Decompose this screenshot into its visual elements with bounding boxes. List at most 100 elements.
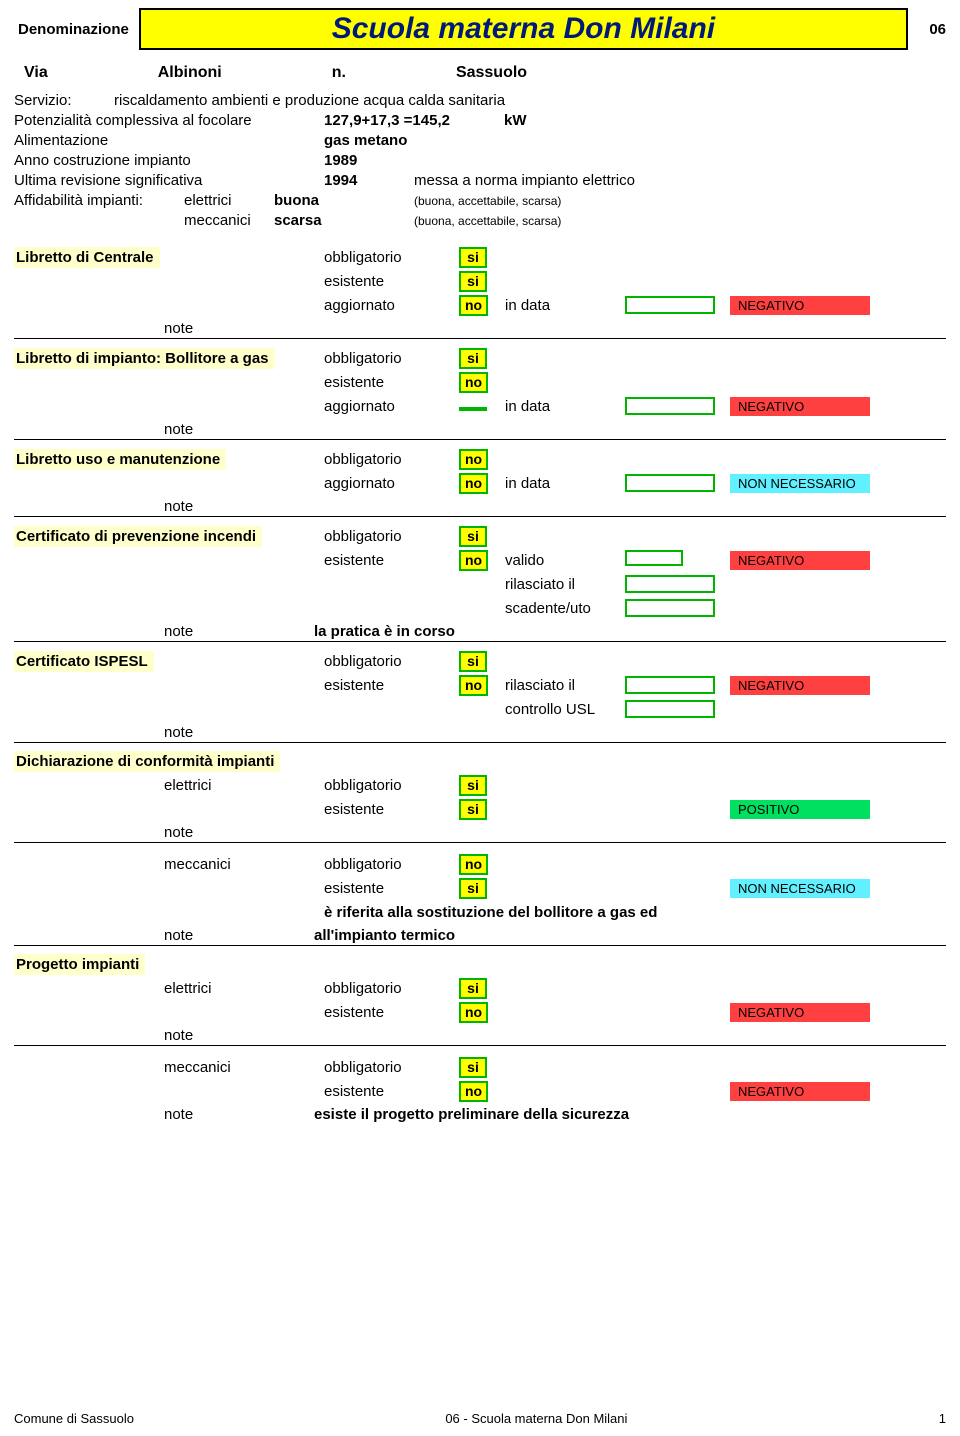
lc-aggiornato: no bbox=[459, 295, 488, 316]
isp-esistente: no bbox=[459, 675, 488, 696]
alimentazione-label: Alimentazione bbox=[14, 132, 324, 149]
dc-mc-esist: si bbox=[459, 878, 487, 899]
cpi-box-2 bbox=[625, 575, 715, 593]
affidabilita-meccanici-label: meccanici bbox=[184, 212, 274, 229]
lb-date-box bbox=[625, 397, 715, 415]
anno-value: 1989 bbox=[324, 152, 504, 169]
label-obbligatorio: obbligatorio bbox=[324, 249, 459, 266]
dc-title: Dichiarazione di conformità impianti bbox=[14, 751, 280, 772]
section-libretto-bollitore: Libretto di impianto: Bollitore a gas ob… bbox=[14, 347, 946, 440]
lu-aggiornato: no bbox=[459, 473, 488, 494]
dc-el-esist: si bbox=[459, 799, 487, 820]
cpi-esistente: no bbox=[459, 550, 488, 571]
lb-status: NEGATIVO bbox=[730, 397, 870, 416]
section-ispesl: Certificato ISPESL obbligatorio si esist… bbox=[14, 650, 946, 743]
affidabilita-elettrici-value: buona bbox=[274, 192, 414, 209]
via-value: Albinoni bbox=[158, 64, 222, 82]
label-in-data: in data bbox=[505, 297, 625, 314]
lu-note bbox=[314, 498, 946, 515]
isp-status: NEGATIVO bbox=[730, 676, 870, 695]
cpi-box-3 bbox=[625, 599, 715, 617]
section-dich-conf: Dichiarazione di conformità impianti ele… bbox=[14, 751, 946, 946]
lu-obbligatorio: no bbox=[459, 449, 488, 470]
label-esistente: esistente bbox=[324, 273, 459, 290]
cpi-obbligatorio: si bbox=[459, 526, 487, 547]
isp-obbligatorio: si bbox=[459, 651, 487, 672]
lb-title: Libretto di impianto: Bollitore a gas bbox=[14, 348, 275, 369]
revisione-note: messa a norma impianto elettrico bbox=[414, 172, 635, 189]
header-code: 06 bbox=[914, 21, 946, 38]
lc-obbligatorio: si bbox=[459, 247, 487, 268]
affidabilita-meccanici-value: scarsa bbox=[274, 212, 414, 229]
section-progetto: Progetto impianti elettrici obbligatorio… bbox=[14, 954, 946, 1124]
lc-esistente: si bbox=[459, 271, 487, 292]
lc-note bbox=[314, 320, 946, 337]
city-value: Sassuolo bbox=[456, 64, 527, 82]
affidabilita-label: Affidabilità impianti: bbox=[14, 192, 184, 209]
cpi-status: NEGATIVO bbox=[730, 551, 870, 570]
header-label: Denominazione bbox=[14, 17, 133, 42]
lc-status: NEGATIVO bbox=[730, 296, 870, 315]
page-footer: Comune di Sassuolo 06 - Scuola materna D… bbox=[14, 1411, 946, 1426]
dc-mc-extra: è riferita alla sostituzione del bollito… bbox=[324, 904, 657, 921]
lc-date-box bbox=[625, 296, 715, 314]
dc-el-obbl: si bbox=[459, 775, 487, 796]
footer-center: 06 - Scuola materna Don Milani bbox=[445, 1411, 627, 1426]
pi-mc-obbl: si bbox=[459, 1057, 487, 1078]
pi-el-status: NEGATIVO bbox=[730, 1003, 870, 1022]
affidabilita-hint-1: (buona, accettabile, scarsa) bbox=[414, 194, 561, 208]
footer-left: Comune di Sassuolo bbox=[14, 1411, 134, 1426]
pi-el-obbl: si bbox=[459, 978, 487, 999]
section-libretto-centrale: Libretto di Centrale obbligatorio si esi… bbox=[14, 246, 946, 339]
dc-el-status: POSITIVO bbox=[730, 800, 870, 819]
dc-mc-note: all'impianto termico bbox=[314, 927, 946, 944]
dc-el-note bbox=[314, 824, 946, 841]
servizio-label: Servizio: bbox=[14, 92, 114, 109]
section-cpi: Certificato di prevenzione incendi obbli… bbox=[14, 525, 946, 642]
cpi-box-1 bbox=[625, 550, 683, 566]
alimentazione-value: gas metano bbox=[324, 132, 504, 149]
pi-mc-status: NEGATIVO bbox=[730, 1082, 870, 1101]
potenzialita-label: Potenzialità complessiva al focolare bbox=[14, 112, 324, 129]
section-libretto-uso: Libretto uso e manutenzione obbligatorio… bbox=[14, 448, 946, 517]
label-aggiornato: aggiornato bbox=[324, 297, 459, 314]
isp-box-2 bbox=[625, 700, 715, 718]
lb-aggiornato bbox=[459, 407, 487, 411]
potenzialita-unit: kW bbox=[504, 112, 544, 129]
dc-elettrici-label: elettrici bbox=[14, 777, 324, 794]
cpi-note: la pratica è in corso bbox=[314, 623, 946, 640]
footer-right: 1 bbox=[939, 1411, 946, 1426]
libretto-centrale-title: Libretto di Centrale bbox=[14, 247, 160, 268]
lu-title: Libretto uso e manutenzione bbox=[14, 449, 226, 470]
pi-el-note bbox=[314, 1027, 946, 1044]
cpi-title: Certificato di prevenzione incendi bbox=[14, 526, 262, 547]
servizio-value: riscaldamento ambienti e produzione acqu… bbox=[114, 92, 505, 109]
revisione-value: 1994 bbox=[324, 172, 414, 189]
pi-mc-note: esiste il progetto preliminare della sic… bbox=[314, 1106, 946, 1123]
num-label: n. bbox=[332, 64, 346, 82]
revisione-label: Ultima revisione significativa bbox=[14, 172, 324, 189]
isp-title: Certificato ISPESL bbox=[14, 651, 154, 672]
note-label: note bbox=[14, 320, 314, 337]
lb-note bbox=[314, 421, 946, 438]
affidabilita-hint-2: (buona, accettabile, scarsa) bbox=[414, 214, 561, 228]
dc-mc-obbl: no bbox=[459, 854, 488, 875]
dc-mc-status: NON NECESSARIO bbox=[730, 879, 870, 898]
pi-mc-label: meccanici bbox=[14, 1059, 324, 1076]
lb-esistente: no bbox=[459, 372, 488, 393]
pi-el-label: elettrici bbox=[14, 980, 324, 997]
pi-el-esist: no bbox=[459, 1002, 488, 1023]
lu-status: NON NECESSARIO bbox=[730, 474, 870, 493]
header-title: Scuola materna Don Milani bbox=[332, 12, 715, 45]
pi-title: Progetto impianti bbox=[14, 954, 145, 975]
potenzialita-value: 127,9+17,3 =145,2 bbox=[324, 112, 504, 129]
pi-mc-esist: no bbox=[459, 1081, 488, 1102]
via-label: Via bbox=[24, 64, 48, 82]
lu-date-box bbox=[625, 474, 715, 492]
header-title-box: Scuola materna Don Milani bbox=[139, 8, 908, 50]
isp-box-1 bbox=[625, 676, 715, 694]
affidabilita-elettrici-label: elettrici bbox=[184, 192, 274, 209]
isp-note bbox=[314, 724, 946, 741]
lb-obbligatorio: si bbox=[459, 348, 487, 369]
anno-label: Anno costruzione impianto bbox=[14, 152, 324, 169]
